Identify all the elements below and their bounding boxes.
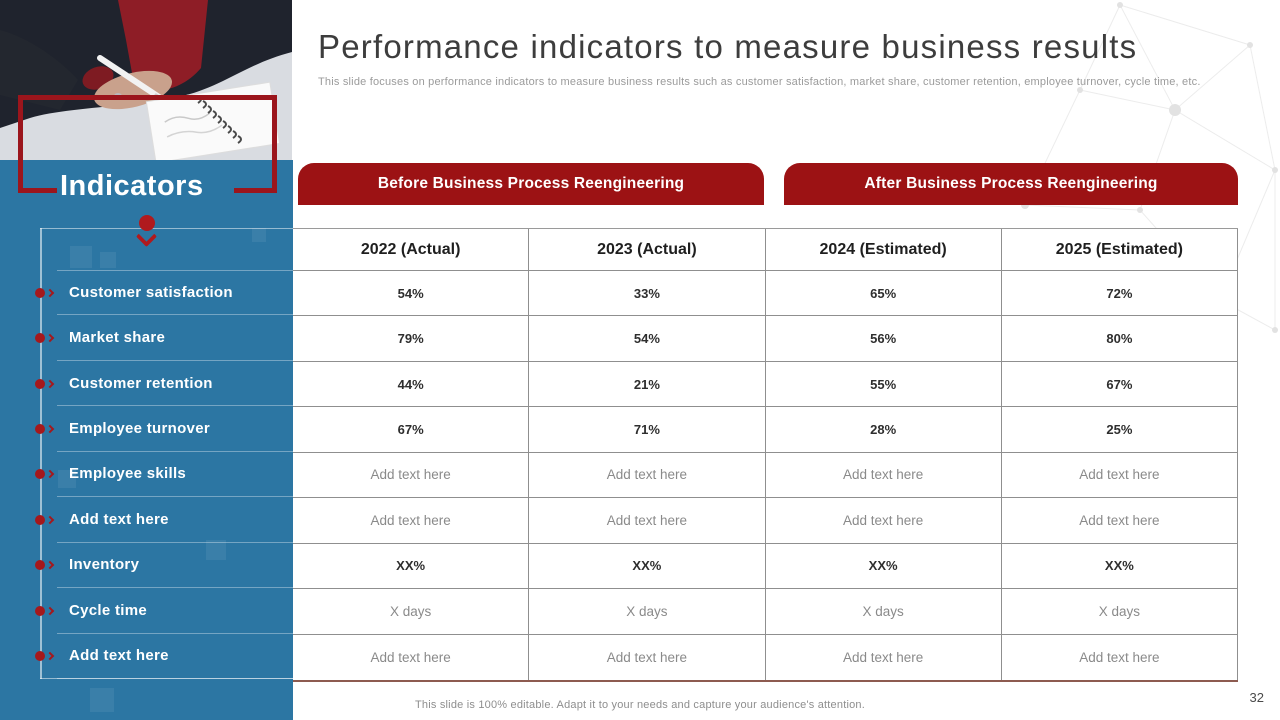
table-cell: 56%	[765, 316, 1002, 362]
sidebar-heading: Indicators	[60, 170, 204, 202]
table-cell-placeholder[interactable]: Add text here	[293, 452, 530, 499]
decor-square	[100, 252, 116, 268]
metrics-table: 2022 (Actual) 2023 (Actual) 2024 (Estima…	[293, 228, 1238, 682]
indicator-labels: Customer satisfaction Market share Custo…	[30, 270, 293, 679]
sidebar-connector-line	[40, 228, 42, 679]
footer-note: This slide is 100% editable. Adapt it to…	[415, 699, 865, 711]
table-cell: 28%	[765, 407, 1002, 453]
table-cell-placeholder[interactable]: Add text here	[1001, 498, 1238, 544]
table-cell-placeholder[interactable]: X days	[1001, 589, 1238, 635]
circle-chevron-bullet-icon	[30, 514, 57, 525]
table-cell: 44%	[293, 361, 530, 408]
indicator-label: Employee turnover	[57, 406, 293, 452]
indicator-row: Customer retention	[30, 361, 293, 407]
table-cell-placeholder[interactable]: X days	[765, 589, 1002, 635]
circle-chevron-bullet-icon	[30, 469, 57, 480]
indicator-row: Add text here	[30, 497, 293, 543]
table-cell-placeholder[interactable]: Add text here	[765, 452, 1002, 499]
table-cell: 80%	[1001, 316, 1238, 362]
table-cell-placeholder[interactable]: Add text here	[293, 498, 530, 544]
table-cell-placeholder[interactable]: X days	[293, 589, 530, 635]
table-cell-placeholder[interactable]: X days	[529, 589, 766, 635]
table-cell: 54%	[293, 271, 530, 317]
table-cell: 65%	[765, 271, 1002, 317]
heading-bracket-decoration	[234, 188, 277, 193]
sidebar-connector-line	[40, 678, 293, 679]
indicator-label-placeholder[interactable]: Add text here	[57, 497, 293, 543]
table-cell: 79%	[293, 316, 530, 362]
decor-square	[70, 246, 92, 268]
circle-chevron-bullet-icon	[30, 378, 57, 389]
page-number: 32	[1249, 690, 1264, 705]
decor-square	[90, 688, 114, 712]
table-cell: 67%	[1001, 361, 1238, 408]
page-subtitle: This slide focuses on performance indica…	[318, 76, 1201, 88]
indicator-label: Market share	[57, 315, 293, 361]
circle-chevron-bullet-icon	[30, 605, 57, 616]
table-cell-placeholder[interactable]: Add text here	[529, 452, 766, 499]
table-cell: 71%	[529, 407, 766, 453]
indicator-row: Add text here	[30, 634, 293, 679]
circle-chevron-bullet-icon	[30, 651, 57, 662]
column-header: 2025 (Estimated)	[1001, 229, 1238, 271]
indicator-label: Employee skills	[57, 452, 293, 498]
table-cell-placeholder[interactable]: Add text here	[766, 634, 1002, 680]
decor-square	[58, 470, 76, 488]
table-cell: 33%	[529, 271, 766, 317]
column-header: 2022 (Actual)	[293, 229, 530, 271]
indicator-row: Inventory	[30, 543, 293, 589]
indicator-row: Market share	[30, 315, 293, 361]
banner-before-bpr: Before Business Process Reengineering	[298, 163, 764, 205]
banner-after-bpr: After Business Process Reengineering	[784, 163, 1238, 205]
table-cell-placeholder[interactable]: Add text here	[1001, 452, 1238, 499]
table-cell-placeholder[interactable]: Add text here	[529, 498, 766, 544]
table-cell: 72%	[1001, 271, 1238, 317]
heading-bracket-decoration	[18, 188, 57, 193]
heading-bracket-decoration	[18, 95, 277, 188]
page-title: Performance indicators to measure busine…	[318, 28, 1138, 65]
indicator-label: Inventory	[57, 543, 293, 589]
table-cell: 54%	[529, 316, 766, 362]
circle-chevron-bullet-icon	[30, 424, 57, 435]
table-cell-placeholder[interactable]: Add text here	[293, 634, 530, 680]
indicator-label-placeholder[interactable]: Add text here	[57, 634, 293, 679]
indicator-label: Customer retention	[57, 361, 293, 407]
sidebar	[0, 160, 293, 720]
table-cell: 55%	[765, 361, 1002, 408]
indicator-label: Customer satisfaction	[57, 270, 293, 316]
indicator-row: Customer satisfaction	[30, 270, 293, 316]
table-cell: XX%	[529, 543, 766, 590]
dot-icon	[139, 215, 155, 231]
table-cell: 21%	[529, 361, 766, 408]
indicator-row: Employee turnover	[30, 406, 293, 452]
decor-square	[252, 228, 266, 242]
column-header: 2024 (Estimated)	[765, 229, 1002, 271]
indicator-label: Cycle time	[57, 588, 293, 634]
indicator-row: Employee skills	[30, 452, 293, 498]
sidebar-connector-line	[40, 228, 293, 229]
table-cell-placeholder[interactable]: Add text here	[765, 498, 1002, 544]
table-cell: 67%	[293, 407, 530, 453]
table-cell: 25%	[1001, 407, 1238, 453]
circle-chevron-bullet-icon	[30, 333, 57, 344]
table-cell: XX%	[1001, 543, 1238, 590]
indicator-row: Cycle time	[30, 588, 293, 634]
decor-square	[206, 540, 226, 560]
column-header: 2023 (Actual)	[529, 229, 766, 271]
table-cell-placeholder[interactable]: Add text here	[529, 634, 766, 680]
table-cell: XX%	[765, 543, 1002, 590]
table-cell: XX%	[293, 543, 530, 590]
circle-chevron-bullet-icon	[30, 287, 57, 298]
table-cell-placeholder[interactable]: Add text here	[1002, 634, 1238, 680]
circle-chevron-bullet-icon	[30, 560, 57, 571]
